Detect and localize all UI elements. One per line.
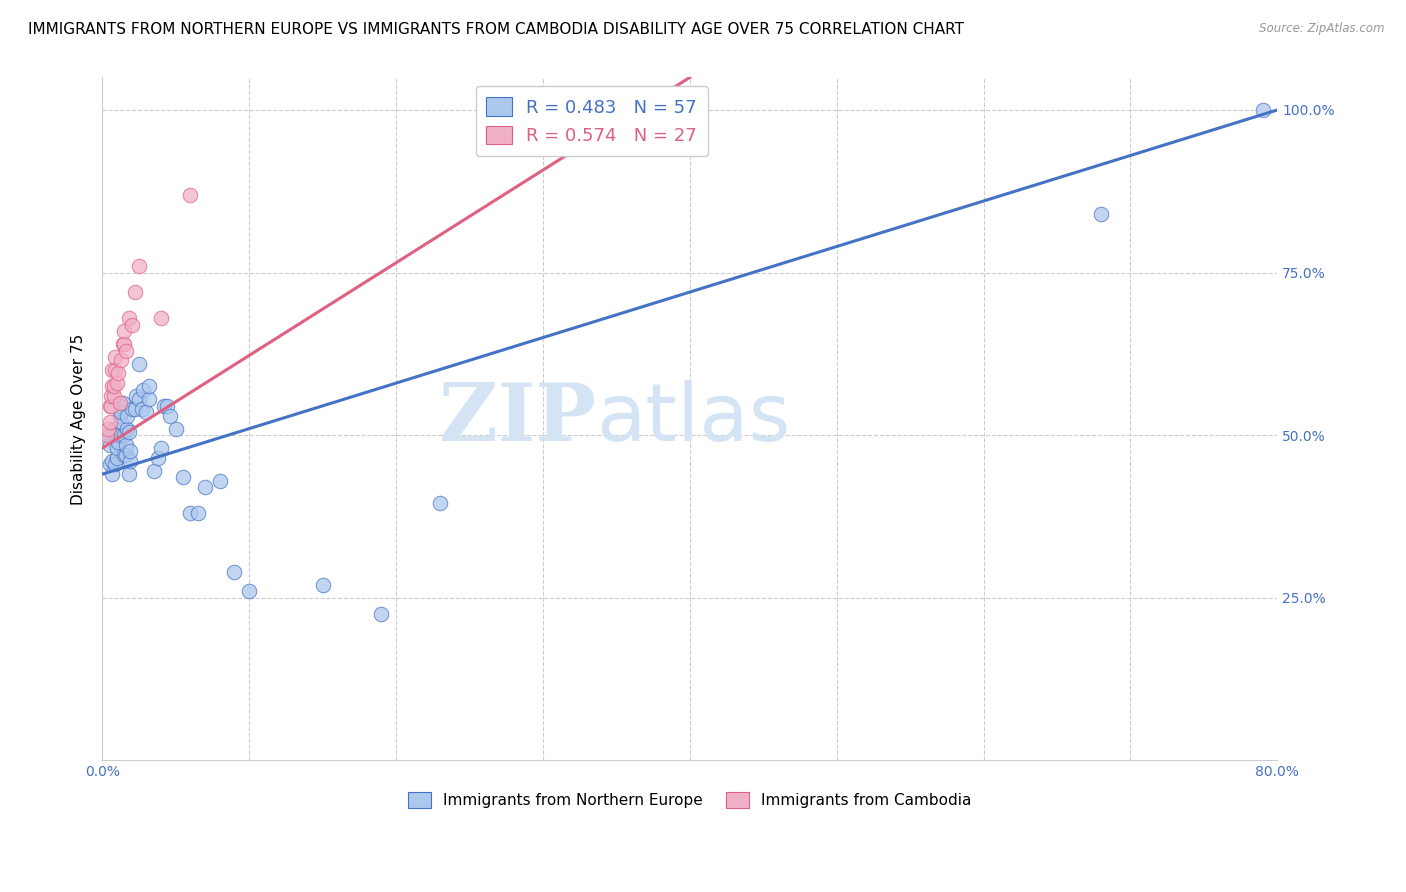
Point — [101, 454, 124, 468]
Point — [98, 415, 121, 429]
Point — [118, 311, 141, 326]
Point — [224, 565, 246, 579]
Point — [146, 450, 169, 465]
Point — [110, 428, 132, 442]
Point — [97, 422, 120, 436]
Point — [103, 428, 125, 442]
Point — [103, 379, 125, 393]
Point — [101, 379, 124, 393]
Point — [96, 428, 118, 442]
Point — [108, 395, 131, 409]
Point — [108, 399, 131, 413]
Point — [131, 402, 153, 417]
Point — [149, 311, 172, 326]
Text: atlas: atlas — [596, 380, 790, 458]
Point — [104, 458, 127, 472]
Point — [110, 353, 132, 368]
Point — [118, 425, 141, 439]
Point — [112, 337, 135, 351]
Point — [208, 474, 231, 488]
Point — [194, 480, 217, 494]
Point — [187, 506, 209, 520]
Point — [98, 399, 121, 413]
Point — [104, 350, 127, 364]
Point — [132, 383, 155, 397]
Point — [120, 454, 142, 468]
Legend: Immigrants from Northern Europe, Immigrants from Cambodia: Immigrants from Northern Europe, Immigra… — [402, 786, 977, 814]
Point — [429, 496, 451, 510]
Point — [135, 405, 157, 419]
Point — [114, 343, 136, 358]
Point — [179, 506, 201, 520]
Point — [104, 363, 127, 377]
Text: ZIP: ZIP — [439, 380, 596, 458]
Point — [107, 367, 129, 381]
Point — [105, 376, 128, 391]
Point — [112, 324, 135, 338]
Point — [124, 285, 146, 299]
Point — [110, 405, 132, 419]
Point — [111, 395, 134, 409]
Point — [153, 399, 176, 413]
Point — [138, 379, 160, 393]
Point — [138, 392, 160, 407]
Point — [114, 438, 136, 452]
Point — [98, 458, 121, 472]
Point — [108, 409, 131, 423]
Point — [103, 389, 125, 403]
Point — [112, 448, 135, 462]
Point — [311, 578, 333, 592]
Point — [111, 337, 134, 351]
Point — [115, 409, 138, 423]
Point — [105, 450, 128, 465]
Point — [172, 470, 194, 484]
Point — [370, 607, 392, 621]
Point — [100, 399, 122, 413]
Point — [105, 441, 128, 455]
Point — [98, 428, 121, 442]
Point — [238, 584, 260, 599]
Text: Source: ZipAtlas.com: Source: ZipAtlas.com — [1260, 22, 1385, 36]
Point — [1090, 207, 1112, 221]
Point — [124, 402, 146, 417]
Point — [114, 448, 136, 462]
Point — [118, 467, 141, 482]
Point — [107, 434, 129, 449]
Point — [128, 259, 150, 273]
Point — [125, 389, 148, 403]
Point — [98, 438, 121, 452]
Point — [101, 467, 124, 482]
Y-axis label: Disability Age Over 75: Disability Age Over 75 — [72, 334, 86, 505]
Point — [591, 103, 613, 117]
Point — [156, 399, 179, 413]
Point — [112, 428, 135, 442]
Text: IMMIGRANTS FROM NORTHERN EUROPE VS IMMIGRANTS FROM CAMBODIA DISABILITY AGE OVER : IMMIGRANTS FROM NORTHERN EUROPE VS IMMIG… — [28, 22, 965, 37]
Point — [101, 363, 124, 377]
Point — [100, 389, 122, 403]
Point — [105, 428, 128, 442]
Point — [1251, 103, 1274, 117]
Point — [128, 392, 150, 407]
Point — [149, 441, 172, 455]
Point — [121, 318, 143, 332]
Point — [110, 415, 132, 429]
Point — [165, 422, 187, 436]
Point — [120, 444, 142, 458]
Point — [121, 402, 143, 417]
Point — [159, 409, 181, 423]
Point — [179, 187, 201, 202]
Point — [142, 464, 165, 478]
Point — [115, 422, 138, 436]
Point — [103, 422, 125, 436]
Point — [128, 357, 150, 371]
